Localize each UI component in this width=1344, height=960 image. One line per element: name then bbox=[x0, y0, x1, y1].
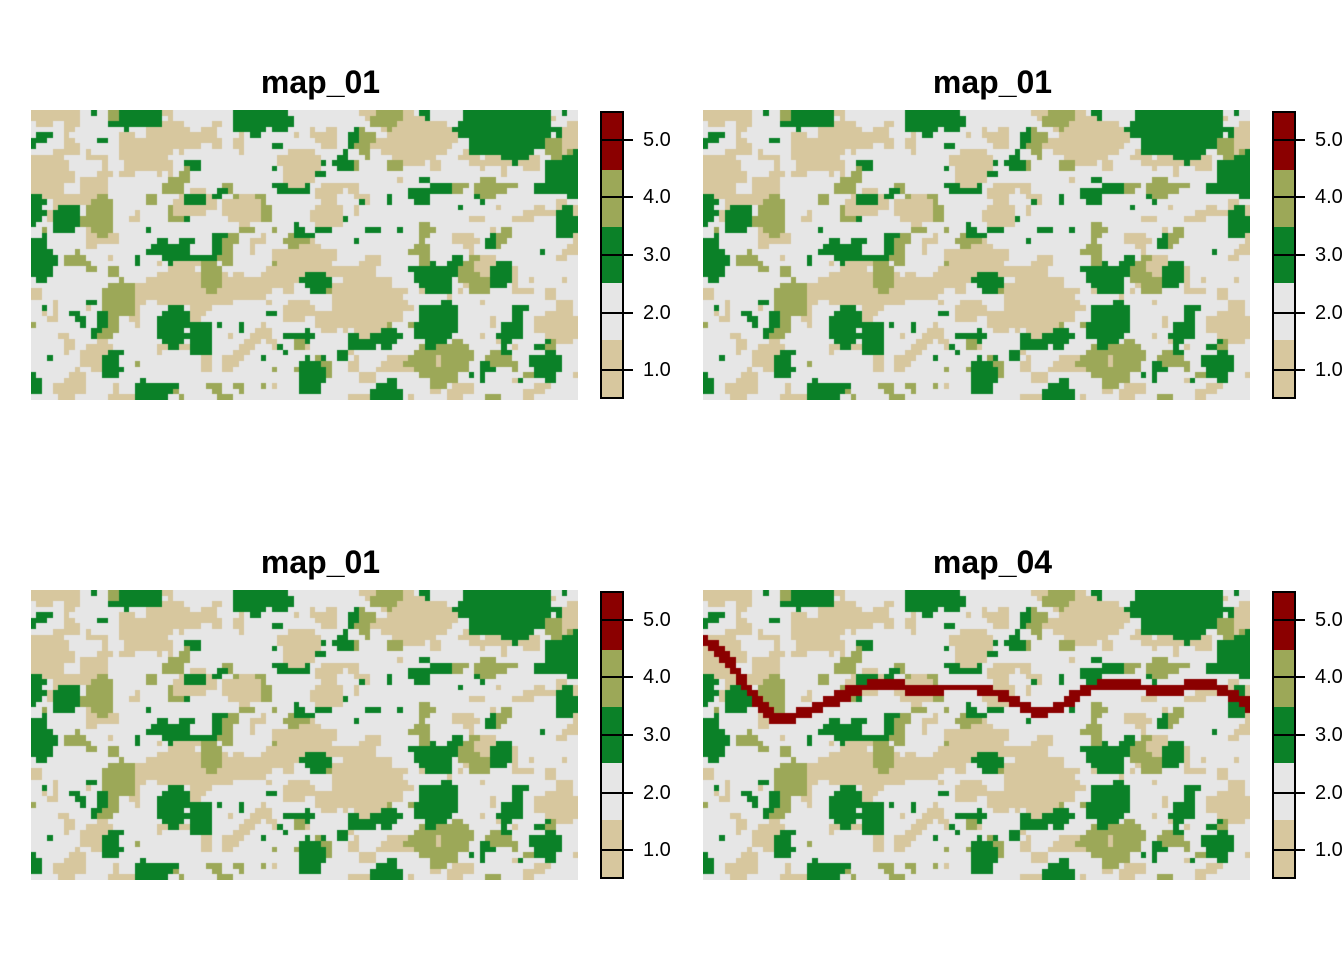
panel-title: map_01 bbox=[932, 64, 1053, 100]
legend-tick-mark bbox=[1272, 618, 1305, 621]
panel-map-04-bottom-right: map_04 5.0 4.0 3.0 2.0 1.0 bbox=[672, 480, 1344, 960]
legend-tick-label: 1.0 bbox=[1315, 359, 1343, 382]
legend-tick-mark bbox=[600, 254, 633, 256]
legend-tick-label: 5.0 bbox=[1315, 128, 1343, 151]
legend-tick-label: 5.0 bbox=[643, 128, 671, 151]
map-raster-canvas bbox=[703, 590, 1250, 880]
legend-tick-mark bbox=[1272, 791, 1305, 794]
legend-tick-mark bbox=[600, 849, 633, 852]
panel-map-01-bottom-left: map_01 5.0 4.0 3.0 2.0 1.0 bbox=[0, 480, 672, 960]
legend-color-block-dark-red bbox=[1274, 593, 1294, 650]
legend-tick-label: 3.0 bbox=[643, 244, 671, 266]
legend-tick-label: 5.0 bbox=[1315, 608, 1343, 631]
legend-tick-mark bbox=[1272, 734, 1305, 736]
legend-tick-mark bbox=[600, 196, 633, 199]
legend-tick-mark bbox=[600, 311, 633, 314]
legend-tick-label: 4.0 bbox=[1315, 666, 1343, 689]
panel-title: map_01 bbox=[260, 544, 381, 580]
legend-tick-mark bbox=[600, 676, 633, 679]
legend-tick-label: 2.0 bbox=[643, 301, 671, 324]
legend-color-block-tan bbox=[602, 820, 622, 877]
legend-colorbar: 5.0 4.0 3.0 2.0 1.0 bbox=[600, 591, 710, 879]
legend-color-block-dark-red bbox=[602, 593, 622, 650]
legend-tick-label: 4.0 bbox=[643, 186, 671, 209]
legend-tick-mark bbox=[1272, 676, 1305, 679]
legend-tick-mark bbox=[1272, 196, 1305, 199]
legend-tick-mark bbox=[600, 138, 633, 141]
panel-map-01-top-left: map_01 5.0 4.0 3.0 2.0 1.0 bbox=[0, 0, 672, 480]
legend-tick-mark bbox=[600, 791, 633, 794]
legend-tick-label: 1.0 bbox=[1315, 839, 1343, 862]
map-raster-canvas bbox=[31, 590, 578, 880]
panel-title: map_04 bbox=[932, 544, 1053, 580]
legend-color-block-tan bbox=[602, 340, 622, 397]
legend-tick-label: 3.0 bbox=[1315, 244, 1343, 266]
legend-color-block-tan bbox=[1274, 340, 1294, 397]
map-raster-canvas bbox=[703, 110, 1250, 400]
legend-tick-label: 1.0 bbox=[643, 359, 671, 382]
legend-tick-mark bbox=[1272, 369, 1305, 372]
legend-tick-label: 2.0 bbox=[643, 781, 671, 804]
legend-tick-mark bbox=[1272, 311, 1305, 314]
legend-tick-mark bbox=[600, 618, 633, 621]
legend-tick-mark bbox=[1272, 138, 1305, 141]
legend-colorbar: 5.0 4.0 3.0 2.0 1.0 bbox=[1272, 111, 1344, 399]
legend-colorbar: 5.0 4.0 3.0 2.0 1.0 bbox=[1272, 591, 1344, 879]
legend-tick-label: 4.0 bbox=[1315, 186, 1343, 209]
legend-color-block-tan bbox=[1274, 820, 1294, 877]
legend-colorbar: 5.0 4.0 3.0 2.0 1.0 bbox=[600, 111, 710, 399]
map-raster-canvas bbox=[31, 110, 578, 400]
legend-tick-label: 2.0 bbox=[1315, 301, 1343, 324]
legend-color-block-dark-red bbox=[602, 113, 622, 170]
legend-tick-mark bbox=[1272, 254, 1305, 256]
legend-color-block-dark-red bbox=[1274, 113, 1294, 170]
legend-tick-label: 3.0 bbox=[1315, 724, 1343, 746]
legend-tick-mark bbox=[600, 734, 633, 736]
legend-tick-label: 4.0 bbox=[643, 666, 671, 689]
legend-tick-label: 1.0 bbox=[643, 839, 671, 862]
legend-tick-mark bbox=[1272, 849, 1305, 852]
legend-tick-label: 5.0 bbox=[643, 608, 671, 631]
legend-tick-mark bbox=[600, 369, 633, 372]
panel-map-01-top-right: map_01 5.0 4.0 3.0 2.0 1.0 bbox=[672, 0, 1344, 480]
panel-title: map_01 bbox=[260, 64, 381, 100]
legend-tick-label: 3.0 bbox=[643, 724, 671, 746]
legend-tick-label: 2.0 bbox=[1315, 781, 1343, 804]
